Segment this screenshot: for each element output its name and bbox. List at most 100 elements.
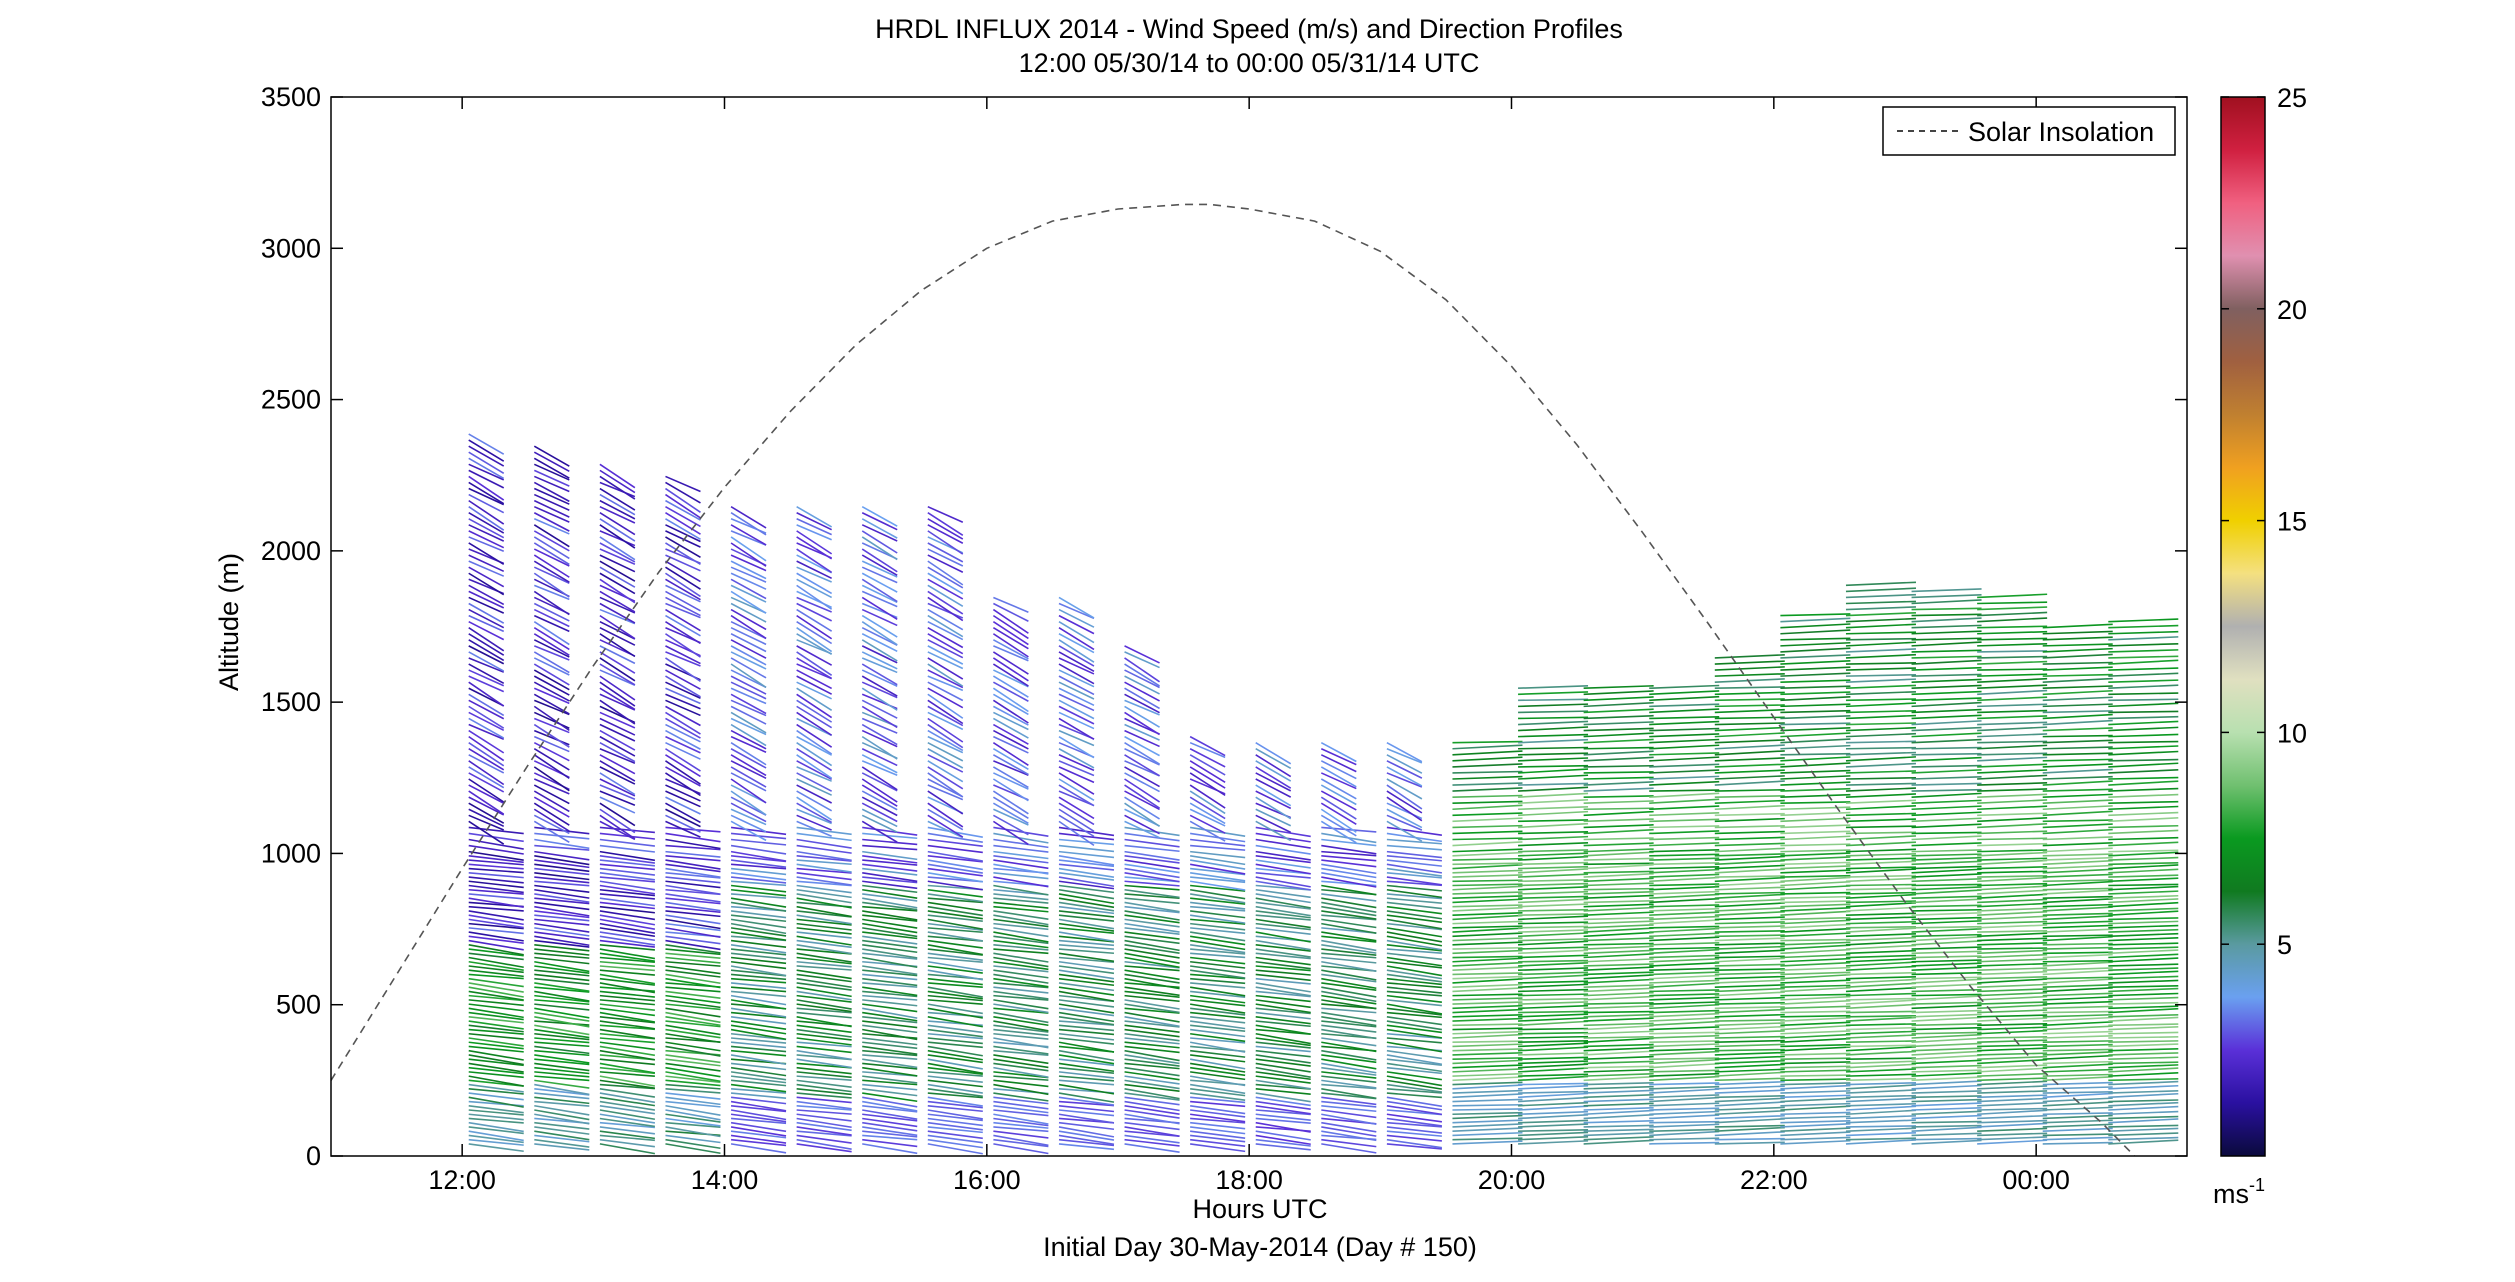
wind-barb	[1190, 880, 1246, 891]
wind-barb	[796, 699, 833, 723]
wind-barb	[927, 814, 964, 838]
wind-barb	[468, 675, 505, 693]
wind-barb	[665, 918, 721, 930]
wind-barb	[1649, 780, 1720, 786]
wind-barb	[1911, 666, 1982, 671]
wind-barb	[1714, 686, 1785, 690]
wind-barb	[1911, 726, 1982, 732]
wind-barb	[533, 723, 570, 748]
wind-barb	[1190, 952, 1246, 959]
wind-barb	[796, 982, 852, 991]
wind-barb	[1977, 1132, 2048, 1137]
wind-barb	[2042, 1112, 2113, 1116]
wind-barb	[533, 705, 570, 732]
wind-barb	[468, 990, 524, 1001]
wind-profile	[730, 505, 787, 1154]
wind-barb	[2042, 1073, 2113, 1077]
wind-barb	[1058, 880, 1115, 890]
wind-barb	[665, 1143, 721, 1155]
wind-profile	[1977, 593, 2048, 1145]
wind-barb	[1386, 999, 1442, 1007]
wind-barb	[2108, 1016, 2179, 1022]
wind-barb	[1190, 960, 1246, 969]
wind-barb	[468, 608, 505, 629]
wind-barb	[665, 1071, 721, 1083]
wind-barb	[1649, 752, 1720, 756]
wind-barb	[1845, 891, 1916, 895]
wind-barb	[927, 880, 983, 891]
wind-barb	[1714, 942, 1785, 946]
wind-barb	[1190, 1126, 1246, 1135]
wind-barb	[599, 687, 636, 711]
wind-barb	[862, 910, 918, 921]
wind-barb	[1321, 884, 1377, 896]
wind-barb	[862, 1079, 918, 1086]
wind-barb	[1977, 625, 2048, 629]
wind-barb	[1845, 678, 1917, 683]
wind-barb	[2042, 703, 2113, 708]
wind-barb	[993, 905, 1049, 913]
wind-barb	[1124, 1003, 1180, 1014]
wind-barb	[1911, 856, 1982, 861]
wind-barb	[1649, 857, 1720, 861]
wind-barb	[1583, 690, 1654, 696]
wind-barb	[1124, 1083, 1180, 1092]
wind-barb	[1649, 993, 1720, 997]
wind-barb	[1911, 701, 1982, 708]
wind-barb	[665, 584, 701, 603]
wind-barb	[1190, 1075, 1246, 1087]
wind-barb	[1649, 738, 1720, 744]
wind-barb	[665, 1126, 721, 1138]
wind-barb	[993, 1054, 1049, 1065]
wind-barb	[1780, 953, 1851, 959]
wind-barb	[861, 778, 898, 803]
wind-barb	[1386, 855, 1442, 862]
wind-barb	[534, 1088, 590, 1096]
wind-barb	[1058, 633, 1095, 654]
wind-barb	[1386, 960, 1442, 969]
wind-barb	[1452, 848, 1523, 853]
wind-barb	[861, 705, 898, 729]
wind-barb	[1649, 1141, 1720, 1145]
wind-barb	[1583, 708, 1654, 714]
wind-barb	[665, 952, 721, 959]
wind-barb	[1255, 905, 1311, 917]
wind-barb	[730, 918, 787, 929]
wind-barb	[730, 826, 787, 836]
wind-barb	[1124, 948, 1180, 959]
wind-barb	[1124, 1066, 1180, 1077]
wind-barb	[1386, 969, 1443, 980]
wind-barb	[468, 918, 524, 929]
wind-barb	[2042, 643, 2113, 647]
wind-barb	[993, 1075, 1049, 1081]
wind-barb	[468, 844, 524, 855]
wind-barb	[1977, 1119, 2048, 1124]
wind-barb	[1780, 801, 1851, 805]
wind-profile	[992, 596, 1049, 1155]
wind-barb	[665, 1113, 721, 1123]
wind-barb	[730, 1037, 787, 1044]
wind-barb	[1386, 956, 1443, 967]
wind-barb	[1583, 1046, 1654, 1052]
wind-barb	[1583, 714, 1654, 720]
wind-barb	[1583, 1113, 1654, 1120]
wind-barb	[1255, 952, 1311, 960]
wind-barb	[993, 1121, 1049, 1129]
wind-barb	[1780, 1010, 1851, 1014]
wind-barb	[665, 880, 721, 889]
wind-barb	[599, 918, 656, 930]
wind-barb	[862, 986, 918, 997]
wind-barb	[730, 754, 767, 777]
wind-barb	[1386, 1130, 1442, 1137]
wind-barb	[1845, 927, 1917, 933]
wind-barb	[1124, 884, 1180, 891]
wind-barb	[468, 814, 505, 831]
wind-barb	[1190, 872, 1246, 882]
wind-barb	[1977, 650, 2048, 653]
wind-barb	[927, 639, 964, 659]
wind-barb	[1452, 770, 1523, 774]
wind-barb	[533, 481, 570, 503]
wind-barb	[730, 973, 787, 981]
wind-barb	[1190, 918, 1246, 925]
wind-barb	[665, 965, 721, 975]
